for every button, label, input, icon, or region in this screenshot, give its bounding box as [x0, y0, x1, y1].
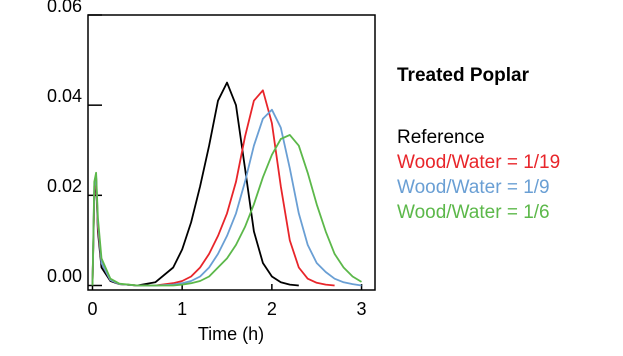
x-tick-label: 3 — [357, 299, 367, 319]
plot-frame — [87, 14, 376, 291]
legend-title: Treated Poplar — [397, 65, 530, 86]
y-tick-label: 0.06 — [47, 0, 82, 16]
x-tick-label: 2 — [267, 299, 277, 319]
line-series — [91, 108, 362, 287]
line-series — [91, 134, 362, 287]
y-tick-label: 0.04 — [47, 86, 82, 106]
x-tick-label: 1 — [177, 299, 187, 319]
legend-entry: Wood/Water = 1/9 — [397, 177, 550, 198]
legend-entry: Reference — [397, 127, 485, 148]
legend-entry: Wood/Water = 1/19 — [397, 152, 560, 173]
x-axis-label: Time (h) — [198, 324, 264, 344]
y-tick-label: 0.02 — [47, 176, 82, 196]
x-tick-label: 0 — [87, 299, 97, 319]
legend-entry: Wood/Water = 1/6 — [397, 202, 550, 223]
y-tick-label: 0.00 — [47, 266, 82, 286]
